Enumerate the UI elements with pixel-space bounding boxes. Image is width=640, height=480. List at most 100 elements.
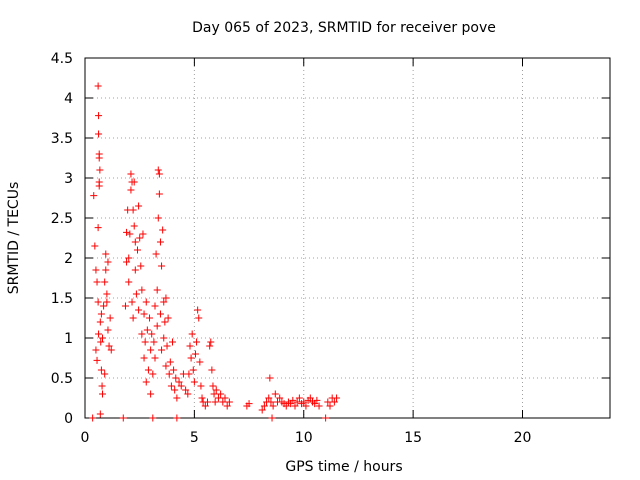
- data-point: [154, 287, 161, 294]
- data-point: [173, 395, 180, 402]
- data-point: [95, 224, 102, 231]
- data-point: [169, 339, 176, 346]
- data-points: [89, 83, 340, 422]
- x-axis-label: GPS time / hours: [285, 459, 402, 475]
- data-point: [149, 371, 156, 378]
- data-point: [95, 83, 102, 90]
- data-point: [173, 415, 180, 422]
- data-point: [185, 371, 192, 378]
- data-point: [189, 331, 196, 338]
- data-point: [158, 347, 165, 354]
- data-point: [146, 315, 153, 322]
- grid-lines: [85, 58, 610, 418]
- x-tick-label: 20: [514, 430, 532, 446]
- data-point: [162, 363, 169, 370]
- data-point: [208, 367, 215, 374]
- data-point: [96, 183, 103, 190]
- data-point: [101, 279, 108, 286]
- data-point: [122, 303, 129, 310]
- data-point: [144, 327, 151, 334]
- data-point: [156, 191, 163, 198]
- data-point: [171, 387, 178, 394]
- data-point: [125, 279, 132, 286]
- data-point: [99, 335, 106, 342]
- data-point: [90, 192, 97, 199]
- y-tick-label: 0: [64, 411, 73, 427]
- data-point: [130, 315, 137, 322]
- y-tick-label: 3.5: [51, 131, 73, 147]
- data-point: [199, 395, 206, 402]
- data-point: [133, 291, 140, 298]
- data-point: [92, 267, 99, 274]
- data-point: [103, 291, 110, 298]
- data-point: [95, 331, 102, 338]
- data-point: [100, 303, 107, 310]
- data-point: [172, 375, 179, 382]
- data-point: [141, 311, 148, 318]
- data-point: [101, 371, 108, 378]
- data-point: [166, 371, 173, 378]
- data-point: [94, 279, 101, 286]
- data-point: [194, 307, 201, 314]
- data-point: [98, 367, 105, 374]
- data-point: [99, 391, 106, 398]
- data-point: [188, 355, 195, 362]
- data-point: [97, 319, 104, 326]
- data-point: [104, 259, 111, 266]
- data-point: [142, 339, 149, 346]
- data-point: [269, 415, 276, 422]
- data-point: [129, 299, 136, 306]
- data-point: [191, 379, 198, 386]
- plot-frame: [85, 58, 610, 418]
- data-point: [157, 311, 164, 318]
- data-point: [195, 315, 202, 322]
- data-point: [272, 391, 279, 398]
- data-point: [155, 167, 162, 174]
- data-point: [137, 263, 144, 270]
- data-point: [139, 231, 146, 238]
- data-point: [167, 359, 174, 366]
- x-tick-label: 5: [190, 430, 199, 446]
- data-point: [135, 307, 142, 314]
- data-point: [97, 411, 104, 418]
- data-point: [159, 227, 166, 234]
- data-point: [143, 379, 150, 386]
- data-point: [154, 323, 161, 330]
- data-point: [120, 415, 127, 422]
- data-point: [190, 367, 197, 374]
- data-point: [102, 267, 109, 274]
- data-point: [187, 343, 194, 350]
- data-point: [192, 351, 199, 358]
- data-point: [132, 239, 139, 246]
- x-tick-label: 15: [404, 430, 422, 446]
- y-tick-label: 2: [64, 251, 73, 267]
- y-tick-label: 2.5: [51, 211, 73, 227]
- data-point: [98, 311, 105, 318]
- data-point: [127, 171, 134, 178]
- y-tick-label: 3: [64, 171, 73, 187]
- data-point: [160, 335, 167, 342]
- data-point: [149, 415, 156, 422]
- data-point: [155, 215, 162, 222]
- data-point: [99, 383, 106, 390]
- x-tick-label: 10: [295, 430, 313, 446]
- data-point: [206, 343, 213, 350]
- data-point: [161, 319, 168, 326]
- y-axis-label: SRMTID / TECUs: [6, 182, 22, 295]
- data-point: [92, 347, 99, 354]
- data-point: [130, 207, 137, 214]
- data-point: [138, 331, 145, 338]
- data-point: [153, 251, 160, 258]
- data-point: [156, 171, 163, 178]
- data-point: [131, 223, 138, 230]
- x-tick-label: 0: [81, 430, 90, 446]
- data-point: [95, 131, 102, 138]
- data-point: [134, 247, 141, 254]
- data-point: [164, 343, 171, 350]
- data-point: [322, 415, 329, 422]
- data-point: [107, 315, 114, 322]
- data-point: [209, 383, 216, 390]
- data-point: [136, 235, 143, 242]
- data-point: [147, 347, 154, 354]
